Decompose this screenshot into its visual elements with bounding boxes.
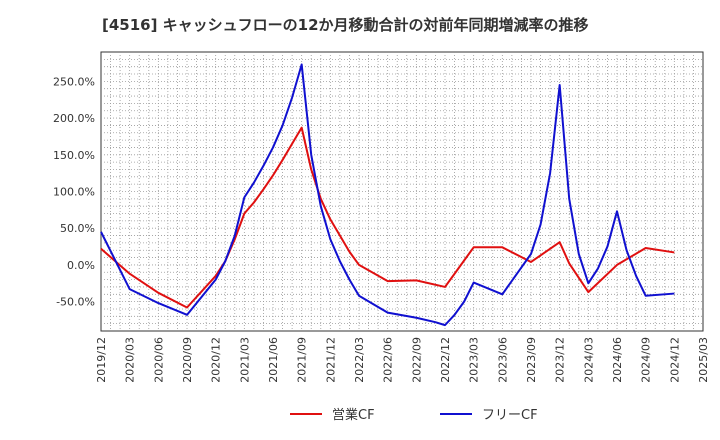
grid xyxy=(100,51,704,332)
series-lines xyxy=(100,63,675,327)
x-tick-label: 2023/06 xyxy=(496,337,509,383)
legend-label: 営業CF xyxy=(332,407,375,423)
x-tick-label: 2019/12 xyxy=(95,337,108,383)
x-tick-label: 2023/12 xyxy=(554,337,567,383)
x-tick-label: 2024/06 xyxy=(611,337,624,383)
x-tick-label: 2020/12 xyxy=(210,337,223,383)
x-tick-label: 2024/03 xyxy=(582,337,595,383)
x-tick-label: 2021/06 xyxy=(267,337,280,383)
legend-label: フリーCF xyxy=(482,408,538,423)
y-tick-label: 200.0% xyxy=(53,112,95,125)
y-tick-label: 100.0% xyxy=(53,186,95,199)
legend: 営業CF フリーCF xyxy=(290,407,538,423)
x-tick-label: 2020/06 xyxy=(152,337,165,383)
x-tick-label: 2021/12 xyxy=(324,337,337,383)
x-tick-label: 2022/09 xyxy=(410,337,423,383)
y-tick-label: 150.0% xyxy=(53,149,95,162)
x-tick-label: 2020/09 xyxy=(181,337,194,383)
axes: -50.0% 0.0% 50.0% 100.0% 150.0% 200.0% 250.0% 2… xyxy=(53,75,710,382)
x-tick-label: 2023/09 xyxy=(525,337,538,383)
x-tick-label: 2024/09 xyxy=(640,337,653,383)
series-line-free-cf xyxy=(100,63,675,327)
x-tick-label: 2025/03 xyxy=(697,337,710,383)
y-tick-label: 0.0% xyxy=(67,259,95,272)
chart-title: [4516] キャッシュフローの12か月移動合計の対前年同期増減率の推移 xyxy=(102,16,589,34)
x-tick-label: 2022/03 xyxy=(353,337,366,383)
x-tick-label: 2021/03 xyxy=(238,337,251,383)
x-tick-label: 2023/03 xyxy=(468,337,481,383)
y-tick-label: 50.0% xyxy=(60,222,95,235)
x-tick-label: 2021/09 xyxy=(296,337,309,383)
y-tick-label: -50.0% xyxy=(56,296,95,309)
x-tick-label: 2024/12 xyxy=(668,337,681,383)
y-tick-label: 250.0% xyxy=(53,75,95,88)
x-tick-label: 2022/06 xyxy=(382,337,395,383)
x-tick-label: 2020/03 xyxy=(124,337,137,383)
x-tick-label: 2022/12 xyxy=(439,337,452,383)
